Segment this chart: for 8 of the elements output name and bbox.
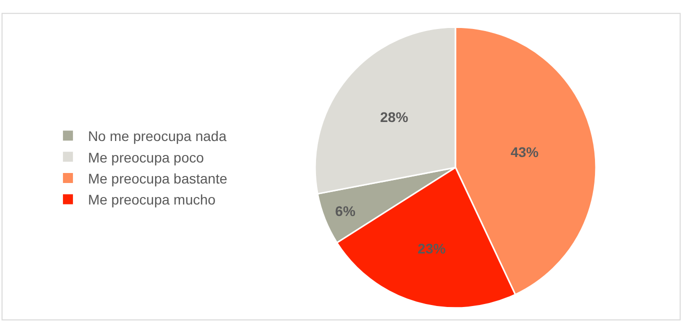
data-label: 28% — [380, 108, 409, 125]
legend-label: Me preocupa mucho — [88, 192, 216, 208]
data-label: 23% — [418, 240, 446, 257]
data-label: 6% — [335, 203, 356, 220]
data-label: 43% — [510, 144, 540, 160]
legend-label: No me preocupa nada — [88, 128, 227, 144]
legend-label: Me preocupa poco — [88, 149, 204, 166]
legend-label: Me preocupa bastante — [88, 170, 228, 186]
